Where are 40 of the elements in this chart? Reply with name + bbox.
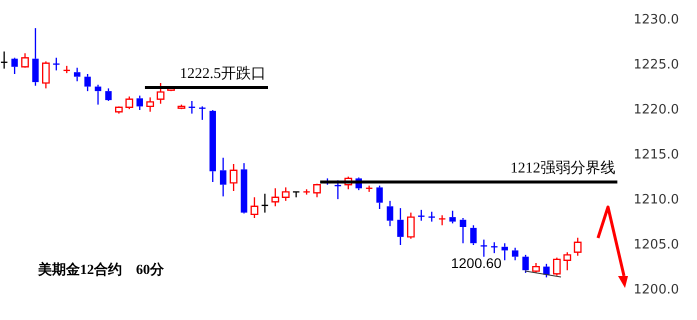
candlestick [563, 252, 572, 271]
annotation: 美期金12合约 60分 [37, 261, 165, 278]
y-tick-label: 1230.0 [634, 12, 680, 28]
candlestick [220, 157, 226, 198]
candlestick [52, 57, 60, 72]
y-tick-label: 1200.0 [634, 282, 680, 298]
candlestick [210, 109, 216, 183]
ref-line-label: 1212强弱分界线 [510, 159, 616, 176]
candlestick [417, 209, 426, 222]
ref-line-label: 1222.5开跌口 [180, 64, 266, 82]
candlestick [282, 186, 290, 202]
candlestick [344, 176, 352, 190]
y-tick-label: 1205.0 [634, 237, 680, 252]
y-tick-label: 1220.0 [634, 102, 680, 118]
candlestick [32, 27, 39, 86]
candlestick [406, 212, 415, 240]
candlestick [428, 211, 436, 222]
candlestick [386, 200, 394, 227]
candlestick [74, 67, 80, 82]
y-tick-label: 1215.0 [634, 147, 680, 162]
candlestick [501, 242, 508, 261]
candlestick [42, 60, 50, 90]
candlestick [0, 50, 8, 70]
candlestick [94, 84, 102, 106]
candlestick [230, 163, 238, 192]
candlestick [397, 207, 404, 246]
y-tick-label: 1225.0 [634, 57, 680, 72]
annotation: 1200.60 [450, 255, 502, 271]
candlestick [156, 82, 164, 104]
candlestick [512, 247, 518, 261]
candlestick [136, 94, 143, 111]
candlestick [250, 196, 258, 219]
candlestick [460, 217, 466, 244]
candlestick [146, 96, 154, 112]
candlestick [574, 237, 582, 256]
candlestick [490, 242, 498, 254]
candlestick [334, 180, 342, 200]
y-tick-label: 1210.0 [634, 192, 680, 208]
candlestick [188, 100, 196, 114]
candlestick [271, 188, 280, 207]
